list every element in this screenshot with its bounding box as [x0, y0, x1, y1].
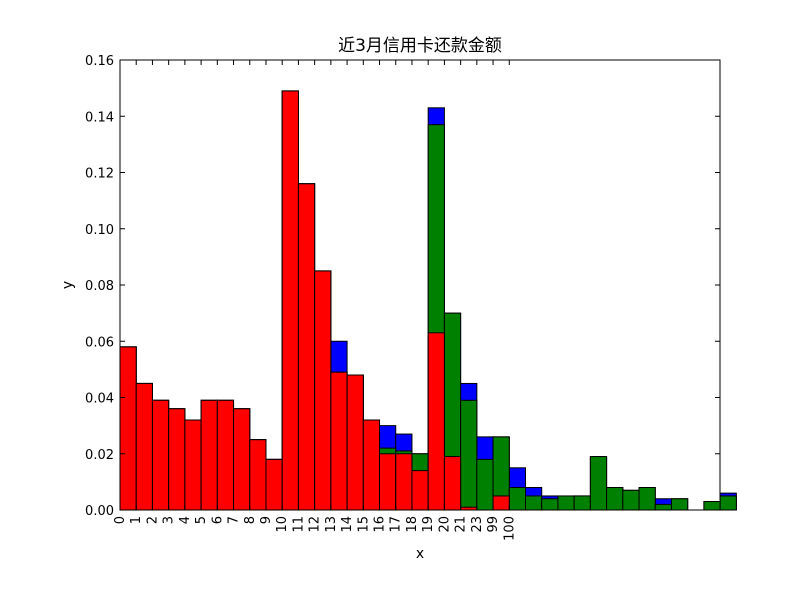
- x-tick-label-8: 8: [243, 516, 258, 524]
- bar-s1-28: [573, 495, 591, 511]
- y-tick-label-5: 0.10: [85, 223, 114, 238]
- bar-s2-23: [492, 495, 510, 511]
- x-tick-label-16: 16: [373, 516, 388, 533]
- x-tick-label-9: 9: [259, 516, 274, 524]
- bar-s2-17: [395, 453, 413, 511]
- bar-s2-15: [362, 419, 381, 511]
- x-tick-label-20: 20: [437, 516, 452, 533]
- bar-s2-20: [443, 456, 462, 511]
- bar-s2-6: [216, 399, 235, 511]
- x-tick-label-19: 19: [421, 516, 436, 533]
- x-tick-label-11: 11: [291, 516, 306, 533]
- x-tick-label-17: 17: [389, 516, 404, 533]
- y-tick-label-4: 0.08: [85, 279, 114, 294]
- bar-s2-13: [330, 371, 348, 511]
- x-tick-label-3: 3: [162, 516, 177, 524]
- bar-s1-31: [622, 489, 640, 511]
- x-tick-label-24: 100: [502, 516, 517, 541]
- bar-s2-10: [281, 90, 299, 511]
- x-tick-label-13: 13: [324, 516, 339, 533]
- bar-s1-33: [654, 503, 672, 511]
- bar-s1-29: [589, 456, 608, 511]
- bar-s2-9: [265, 458, 283, 511]
- x-tick-label-14: 14: [340, 516, 355, 533]
- bar-s2-19: [427, 332, 445, 511]
- y-tick-label-2: 0.04: [85, 392, 114, 407]
- bar-s2-1: [135, 382, 153, 511]
- chart-title: 近3月信用卡还款金额: [338, 36, 502, 56]
- x-tick-label-21: 21: [454, 516, 469, 533]
- y-tick-label-7: 0.14: [85, 110, 114, 125]
- x-tick-label-22: 23: [470, 516, 485, 533]
- x-tick-label-10: 10: [275, 516, 290, 533]
- x-tick-label-6: 6: [210, 516, 225, 524]
- bar-s1-24: [508, 487, 526, 511]
- bar-s2-7: [233, 408, 251, 511]
- x-tick-label-15: 15: [356, 516, 371, 533]
- y-tick-label-1: 0.02: [85, 448, 114, 463]
- y-axis-label: y: [60, 281, 76, 289]
- bar-s1-22: [476, 458, 494, 511]
- x-tick-label-1: 1: [129, 516, 144, 524]
- bar-s2-16: [379, 453, 397, 511]
- bar-s1-36: [703, 501, 721, 511]
- x-tick-label-7: 7: [227, 516, 242, 524]
- bars-group: [119, 90, 737, 511]
- bar-s1-37: [719, 495, 737, 511]
- x-tick-label-2: 2: [145, 516, 160, 524]
- x-tick-label-5: 5: [194, 516, 209, 524]
- y-tick-label-8: 0.16: [85, 54, 114, 69]
- bar-s2-11: [297, 183, 316, 511]
- bar-s1-26: [541, 498, 559, 511]
- bar-s1-30: [606, 487, 624, 511]
- bar-s2-0: [119, 346, 137, 511]
- ticks-group: 0.000.020.040.060.080.100.120.140.160 1 2 3…: [85, 54, 720, 541]
- bar-s2-2: [151, 399, 170, 511]
- bar-s1-25: [525, 495, 543, 511]
- bar-s1-21: [460, 399, 478, 511]
- bar-s2-3: [168, 408, 186, 511]
- x-tick-label-0: 0: [113, 516, 128, 524]
- bar-s1-34: [670, 498, 689, 511]
- x-tick-label-12: 12: [308, 516, 323, 533]
- bar-s1-27: [557, 495, 575, 511]
- bar-s2-5: [200, 399, 218, 511]
- bar-s2-8: [249, 439, 267, 511]
- x-tick-label-4: 4: [178, 516, 193, 524]
- bar-s2-12: [314, 270, 332, 511]
- bar-s1-32: [638, 487, 656, 511]
- bar-s2-18: [411, 470, 429, 511]
- bar-s2-14: [346, 374, 364, 511]
- y-tick-label-6: 0.12: [85, 167, 114, 182]
- y-tick-label-3: 0.06: [85, 335, 114, 350]
- x-axis-label: x: [416, 546, 424, 562]
- plot-frame: [119, 59, 721, 511]
- x-tick-label-23: 99: [486, 516, 501, 533]
- bar-s2-4: [184, 419, 202, 511]
- x-tick-label-18: 18: [405, 516, 420, 533]
- y-tick-label-0: 0.00: [85, 504, 114, 519]
